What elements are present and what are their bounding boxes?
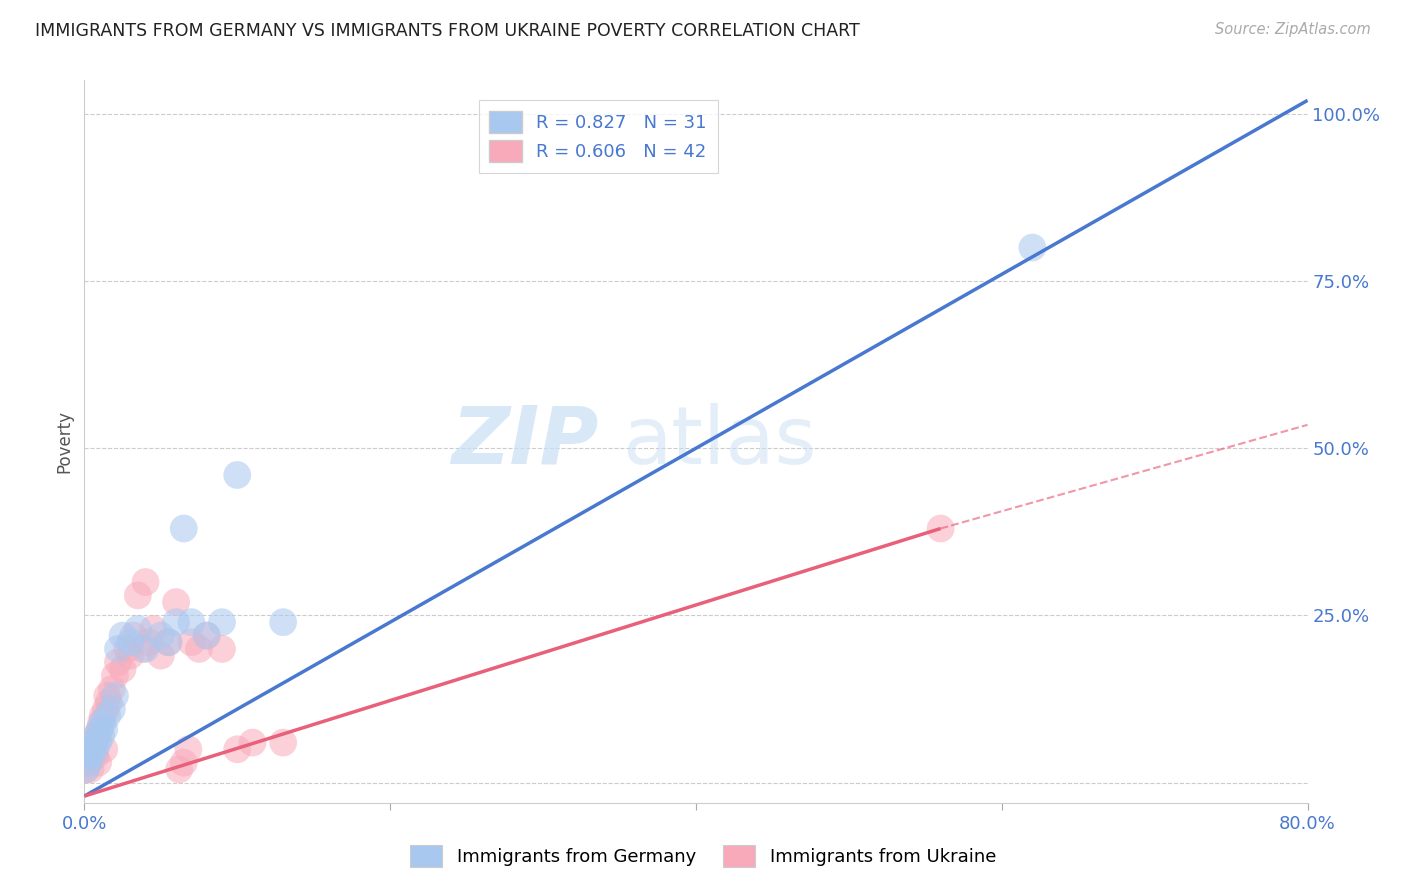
Legend: Immigrants from Germany, Immigrants from Ukraine: Immigrants from Germany, Immigrants from… (402, 838, 1004, 874)
Point (195, 628, 218, 642)
Point (93, 742, 115, 756)
Point (90, 729, 112, 743)
Point (120, 648, 142, 663)
Point (89, 723, 111, 737)
Point (101, 681, 124, 696)
Point (87, 735, 110, 749)
Point (138, 635, 160, 649)
Point (157, 635, 180, 649)
Point (180, 615, 202, 630)
Point (157, 635, 180, 649)
Text: ZIP: ZIP (451, 402, 598, 481)
Point (79, 742, 101, 756)
Point (84, 749, 107, 764)
Point (104, 689, 127, 703)
Point (107, 655, 129, 669)
Point (1021, 240, 1043, 255)
Point (226, 742, 249, 756)
Point (91, 715, 114, 730)
Point (87, 756, 110, 770)
Point (173, 756, 195, 770)
Point (115, 642, 138, 657)
Point (77, 749, 100, 764)
Point (180, 635, 202, 649)
Point (111, 662, 134, 676)
Point (120, 635, 142, 649)
Point (75, 762, 97, 776)
Point (135, 642, 157, 657)
Point (226, 467, 249, 482)
Point (80, 742, 103, 756)
Y-axis label: Poverty: Poverty (55, 410, 73, 473)
Point (211, 615, 233, 630)
Point (107, 642, 129, 657)
Point (188, 642, 211, 657)
Point (127, 589, 149, 603)
Point (149, 648, 172, 663)
Point (79, 762, 101, 776)
Point (165, 615, 187, 630)
Point (135, 575, 157, 590)
Point (195, 628, 218, 642)
Point (77, 756, 100, 770)
Point (929, 521, 952, 535)
Point (75, 762, 97, 776)
Point (83, 735, 105, 749)
Point (76, 756, 98, 770)
Point (86, 729, 108, 743)
Point (173, 521, 195, 535)
Point (131, 642, 153, 657)
Point (94, 702, 117, 716)
Point (149, 628, 172, 642)
Point (97, 696, 120, 710)
Point (167, 762, 190, 776)
Point (111, 628, 134, 642)
Point (165, 595, 187, 609)
Point (96, 708, 118, 723)
Point (96, 689, 118, 703)
Point (127, 622, 149, 636)
Point (93, 723, 115, 737)
Text: Source: ZipAtlas.com: Source: ZipAtlas.com (1215, 22, 1371, 37)
Point (104, 669, 127, 683)
Point (122, 628, 145, 642)
Point (89, 723, 111, 737)
Point (90, 715, 112, 730)
Point (83, 735, 105, 749)
Point (142, 622, 165, 636)
Text: IMMIGRANTS FROM GERMANY VS IMMIGRANTS FROM UKRAINE POVERTY CORRELATION CHART: IMMIGRANTS FROM GERMANY VS IMMIGRANTS FR… (35, 22, 860, 40)
Point (86, 729, 108, 743)
Point (76, 749, 98, 764)
Point (80, 749, 103, 764)
Point (211, 642, 233, 657)
Point (271, 735, 294, 749)
Point (271, 615, 294, 630)
Point (177, 742, 200, 756)
Legend: R = 0.827   N = 31, R = 0.606   N = 42: R = 0.827 N = 31, R = 0.606 N = 42 (478, 100, 717, 173)
Text: atlas: atlas (623, 402, 817, 481)
Point (101, 702, 124, 716)
Point (91, 708, 114, 723)
Point (84, 742, 107, 756)
Point (242, 735, 264, 749)
